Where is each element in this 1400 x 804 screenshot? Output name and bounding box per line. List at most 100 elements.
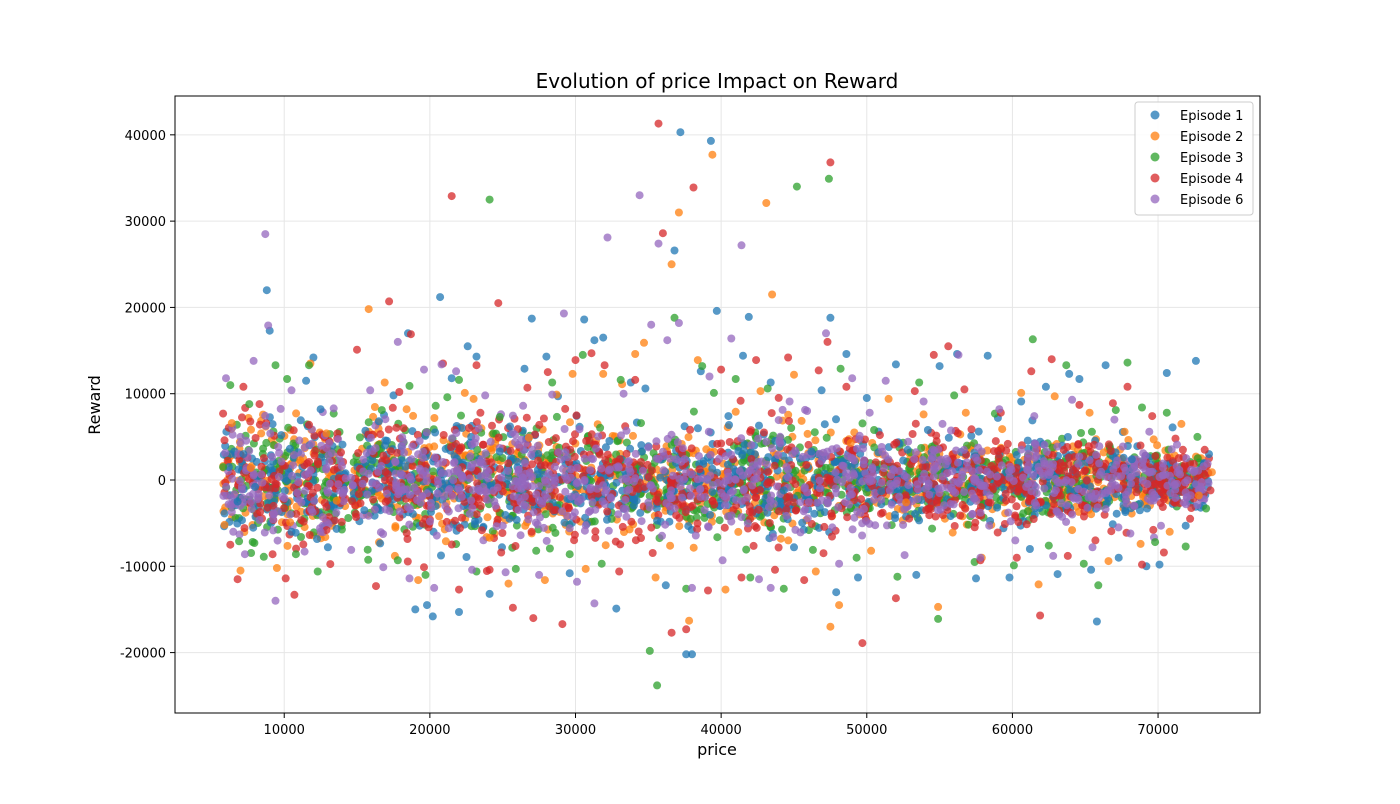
cloud-point (782, 462, 791, 471)
scatter-point (1162, 369, 1171, 377)
scatter-point (884, 394, 893, 403)
cloud-point (454, 504, 463, 513)
cloud-point (634, 484, 643, 493)
cloud-point (843, 513, 852, 522)
cloud-point (747, 455, 756, 463)
cloud-point (911, 419, 920, 428)
cloud-point (832, 415, 840, 424)
scatter-point (329, 404, 338, 413)
cloud-point (400, 448, 408, 457)
cloud-point (1063, 433, 1072, 441)
cloud-point (506, 446, 515, 455)
cloud-point (1075, 452, 1084, 461)
scatter-point (305, 361, 313, 370)
scatter-point (877, 487, 886, 496)
scatter-point (338, 440, 347, 449)
cloud-point (604, 526, 613, 535)
cloud-point (631, 449, 640, 458)
cloud-point (817, 456, 826, 465)
cloud-point (314, 460, 322, 469)
scatter-point (708, 150, 717, 159)
cloud-point (561, 487, 570, 496)
cloud-point (1093, 503, 1102, 512)
scatter-point (219, 463, 228, 472)
scatter-point (224, 463, 233, 472)
cloud-point (1161, 470, 1170, 479)
scatter-point (875, 431, 884, 440)
scatter-point (506, 422, 514, 431)
cloud-point (403, 557, 412, 566)
scatter-point (823, 337, 832, 346)
scatter-point (755, 575, 763, 584)
cloud-point (860, 504, 868, 513)
cloud-point (845, 500, 854, 509)
cloud-point (904, 437, 913, 446)
scatter-point (1202, 504, 1211, 513)
scatter-point (603, 233, 612, 242)
scatter-point (934, 602, 943, 611)
scatter-point (835, 601, 844, 610)
cloud-point (709, 481, 717, 489)
cloud-point (708, 496, 717, 505)
cloud-point (689, 407, 698, 416)
cloud-point (1104, 440, 1113, 449)
cloud-point (617, 431, 625, 440)
cloud-point (765, 503, 773, 512)
cloud-point (431, 428, 440, 437)
cloud-point (486, 444, 495, 453)
cloud-point (791, 446, 800, 455)
scatter-point (261, 230, 270, 239)
cloud-point (842, 472, 851, 481)
cloud-point (392, 481, 401, 490)
cloud-point (223, 456, 232, 465)
cloud-point (1032, 489, 1041, 498)
cloud-point (391, 457, 400, 466)
cloud-point (693, 519, 702, 528)
cloud-point (717, 489, 726, 497)
cloud-point (504, 473, 513, 482)
scatter-point (653, 681, 662, 690)
cloud-point (1193, 454, 1202, 463)
cloud-point (572, 411, 581, 420)
cloud-point (659, 466, 668, 475)
cloud-point (828, 532, 836, 541)
scatter-point (862, 394, 871, 402)
scatter-point (771, 565, 779, 574)
scatter-point (811, 567, 820, 576)
cloud-point (440, 492, 449, 501)
scatter-point (380, 378, 389, 387)
cloud-point (847, 453, 856, 462)
cloud-point (1011, 511, 1020, 520)
scatter-point (1151, 538, 1160, 547)
scatter-point (374, 417, 383, 426)
cloud-point (550, 473, 559, 482)
cloud-point (932, 437, 941, 446)
cloud-point (269, 526, 278, 535)
cloud-point (325, 438, 334, 447)
cloud-point (280, 504, 288, 513)
cloud-point (1158, 503, 1167, 511)
cloud-point (447, 443, 456, 451)
cloud-point (754, 434, 763, 443)
scatter-point (240, 550, 249, 559)
scatter-point (640, 338, 648, 347)
cloud-point (801, 505, 810, 514)
cloud-point (611, 537, 620, 546)
cloud-point (1109, 465, 1118, 474)
scatter-point (1027, 367, 1036, 376)
x-axis-ticks: 10000 20000 30000 40000 50000 60000 70000 (264, 713, 1179, 738)
scatter-point (571, 356, 580, 365)
cloud-point (566, 473, 575, 482)
cloud-point (745, 466, 754, 475)
cloud-point (528, 460, 537, 469)
cloud-point (375, 483, 384, 492)
scatter-point (523, 383, 532, 392)
cloud-point (823, 473, 832, 482)
cloud-point (1112, 509, 1121, 518)
cloud-point (810, 428, 819, 437)
cloud-point (257, 470, 266, 479)
scatter-point (414, 576, 423, 585)
scatter-point (1047, 355, 1056, 364)
cloud-point (762, 437, 771, 446)
cloud-point (401, 462, 410, 471)
